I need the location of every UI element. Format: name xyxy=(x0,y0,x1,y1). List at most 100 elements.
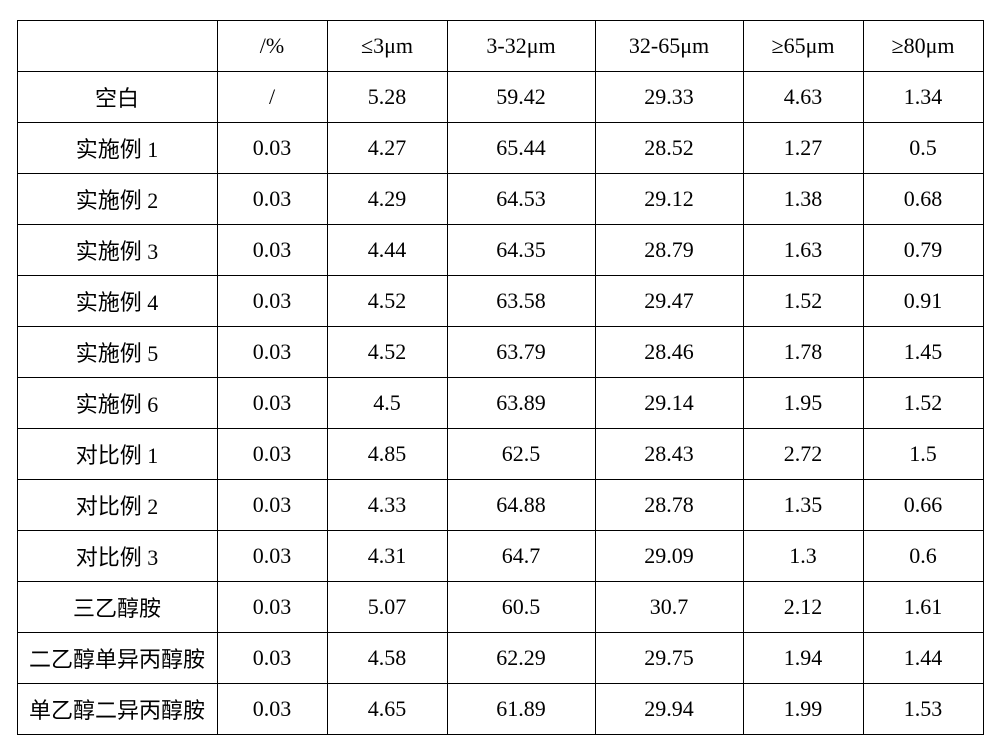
cell-32-65: 29.47 xyxy=(595,276,743,327)
cell-ge65: 1.38 xyxy=(743,174,863,225)
cell-32-65: 28.46 xyxy=(595,327,743,378)
cell-3-32: 64.35 xyxy=(447,225,595,276)
cell-ge80: 1.52 xyxy=(863,378,983,429)
cell-ge80: 1.61 xyxy=(863,582,983,633)
cell-3-32: 60.5 xyxy=(447,582,595,633)
table-row: 实施例 1 0.03 4.27 65.44 28.52 1.27 0.5 xyxy=(17,123,983,174)
table-row: 实施例 5 0.03 4.52 63.79 28.46 1.78 1.45 xyxy=(17,327,983,378)
table-row: 对比例 1 0.03 4.85 62.5 28.43 2.72 1.5 xyxy=(17,429,983,480)
header-ge80: ≥80μm xyxy=(863,21,983,72)
cell-pct: 0.03 xyxy=(217,174,327,225)
header-le3: ≤3μm xyxy=(327,21,447,72)
row-label: 实施例 1 xyxy=(17,123,217,174)
table-row: 实施例 4 0.03 4.52 63.58 29.47 1.52 0.91 xyxy=(17,276,983,327)
cell-pct: 0.03 xyxy=(217,684,327,735)
row-label: 对比例 1 xyxy=(17,429,217,480)
cell-3-32: 63.79 xyxy=(447,327,595,378)
cell-32-65: 28.43 xyxy=(595,429,743,480)
table-row: 空白 / 5.28 59.42 29.33 4.63 1.34 xyxy=(17,72,983,123)
cell-le3: 4.65 xyxy=(327,684,447,735)
cell-32-65: 29.94 xyxy=(595,684,743,735)
table-row: 对比例 3 0.03 4.31 64.7 29.09 1.3 0.6 xyxy=(17,531,983,582)
cell-le3: 4.29 xyxy=(327,174,447,225)
header-32-65: 32-65μm xyxy=(595,21,743,72)
row-label: 实施例 4 xyxy=(17,276,217,327)
cell-pct: / xyxy=(217,72,327,123)
table-row: 实施例 3 0.03 4.44 64.35 28.79 1.63 0.79 xyxy=(17,225,983,276)
table-row: 实施例 2 0.03 4.29 64.53 29.12 1.38 0.68 xyxy=(17,174,983,225)
cell-32-65: 29.75 xyxy=(595,633,743,684)
cell-3-32: 62.29 xyxy=(447,633,595,684)
cell-32-65: 28.79 xyxy=(595,225,743,276)
cell-3-32: 59.42 xyxy=(447,72,595,123)
table-header-row: /% ≤3μm 3-32μm 32-65μm ≥65μm ≥80μm xyxy=(17,21,983,72)
cell-ge80: 0.68 xyxy=(863,174,983,225)
cell-32-65: 28.52 xyxy=(595,123,743,174)
cell-pct: 0.03 xyxy=(217,225,327,276)
cell-ge80: 0.79 xyxy=(863,225,983,276)
cell-le3: 4.31 xyxy=(327,531,447,582)
header-blank xyxy=(17,21,217,72)
row-label: 实施例 5 xyxy=(17,327,217,378)
cell-ge65: 4.63 xyxy=(743,72,863,123)
cell-ge80: 1.53 xyxy=(863,684,983,735)
cell-3-32: 65.44 xyxy=(447,123,595,174)
cell-ge65: 1.94 xyxy=(743,633,863,684)
cell-le3: 4.52 xyxy=(327,276,447,327)
cell-le3: 5.07 xyxy=(327,582,447,633)
cell-32-65: 29.12 xyxy=(595,174,743,225)
cell-ge65: 2.72 xyxy=(743,429,863,480)
cell-32-65: 29.33 xyxy=(595,72,743,123)
row-label: 对比例 3 xyxy=(17,531,217,582)
cell-ge65: 2.12 xyxy=(743,582,863,633)
cell-pct: 0.03 xyxy=(217,123,327,174)
cell-32-65: 28.78 xyxy=(595,480,743,531)
cell-pct: 0.03 xyxy=(217,327,327,378)
row-label: 对比例 2 xyxy=(17,480,217,531)
table-row: 对比例 2 0.03 4.33 64.88 28.78 1.35 0.66 xyxy=(17,480,983,531)
table-row: 单乙醇二异丙醇胺 0.03 4.65 61.89 29.94 1.99 1.53 xyxy=(17,684,983,735)
cell-32-65: 30.7 xyxy=(595,582,743,633)
cell-3-32: 64.88 xyxy=(447,480,595,531)
cell-ge65: 1.52 xyxy=(743,276,863,327)
table-body: /% ≤3μm 3-32μm 32-65μm ≥65μm ≥80μm 空白 / … xyxy=(17,21,983,735)
cell-ge80: 1.5 xyxy=(863,429,983,480)
cell-3-32: 62.5 xyxy=(447,429,595,480)
cell-32-65: 29.09 xyxy=(595,531,743,582)
particle-size-table: /% ≤3μm 3-32μm 32-65μm ≥65μm ≥80μm 空白 / … xyxy=(17,20,984,735)
cell-ge80: 0.66 xyxy=(863,480,983,531)
cell-3-32: 64.7 xyxy=(447,531,595,582)
table-row: 实施例 6 0.03 4.5 63.89 29.14 1.95 1.52 xyxy=(17,378,983,429)
row-label: 空白 xyxy=(17,72,217,123)
row-label: 三乙醇胺 xyxy=(17,582,217,633)
cell-le3: 4.33 xyxy=(327,480,447,531)
cell-ge65: 1.95 xyxy=(743,378,863,429)
cell-pct: 0.03 xyxy=(217,276,327,327)
cell-le3: 4.44 xyxy=(327,225,447,276)
cell-ge80: 0.5 xyxy=(863,123,983,174)
cell-ge80: 1.44 xyxy=(863,633,983,684)
cell-le3: 4.5 xyxy=(327,378,447,429)
cell-pct: 0.03 xyxy=(217,378,327,429)
cell-3-32: 61.89 xyxy=(447,684,595,735)
cell-pct: 0.03 xyxy=(217,633,327,684)
row-label: 单乙醇二异丙醇胺 xyxy=(17,684,217,735)
header-ge65: ≥65μm xyxy=(743,21,863,72)
cell-ge80: 1.45 xyxy=(863,327,983,378)
cell-ge65: 1.35 xyxy=(743,480,863,531)
row-label: 二乙醇单异丙醇胺 xyxy=(17,633,217,684)
row-label: 实施例 2 xyxy=(17,174,217,225)
cell-ge80: 1.34 xyxy=(863,72,983,123)
cell-3-32: 63.89 xyxy=(447,378,595,429)
cell-ge65: 1.99 xyxy=(743,684,863,735)
cell-pct: 0.03 xyxy=(217,582,327,633)
row-label: 实施例 3 xyxy=(17,225,217,276)
cell-pct: 0.03 xyxy=(217,531,327,582)
cell-pct: 0.03 xyxy=(217,480,327,531)
table-row: 二乙醇单异丙醇胺 0.03 4.58 62.29 29.75 1.94 1.44 xyxy=(17,633,983,684)
cell-ge65: 1.3 xyxy=(743,531,863,582)
cell-32-65: 29.14 xyxy=(595,378,743,429)
cell-le3: 4.58 xyxy=(327,633,447,684)
cell-ge65: 1.78 xyxy=(743,327,863,378)
cell-le3: 5.28 xyxy=(327,72,447,123)
